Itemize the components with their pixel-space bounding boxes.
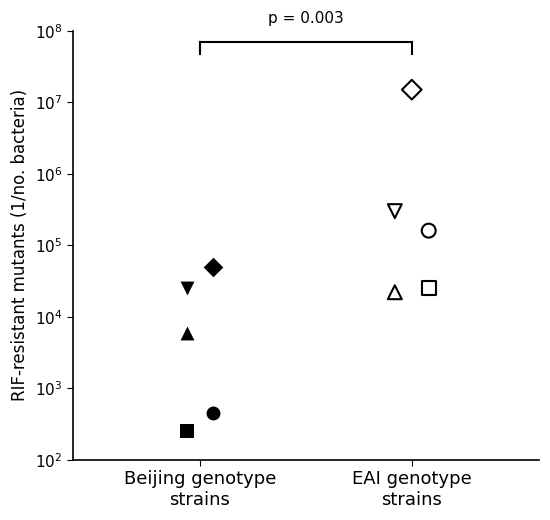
Point: [208, 409, 217, 417]
Point: [424, 227, 433, 235]
Point: [183, 284, 191, 292]
Y-axis label: RIF-resistant mutants (1/no. bacteria): RIF-resistant mutants (1/no. bacteria): [11, 89, 29, 401]
Point: [408, 85, 416, 94]
Point: [390, 207, 399, 215]
Point: [183, 427, 191, 435]
Point: [183, 329, 191, 337]
Point: [208, 263, 217, 271]
Text: p = 0.003: p = 0.003: [268, 11, 344, 26]
Point: [390, 288, 399, 296]
Point: [424, 284, 433, 292]
